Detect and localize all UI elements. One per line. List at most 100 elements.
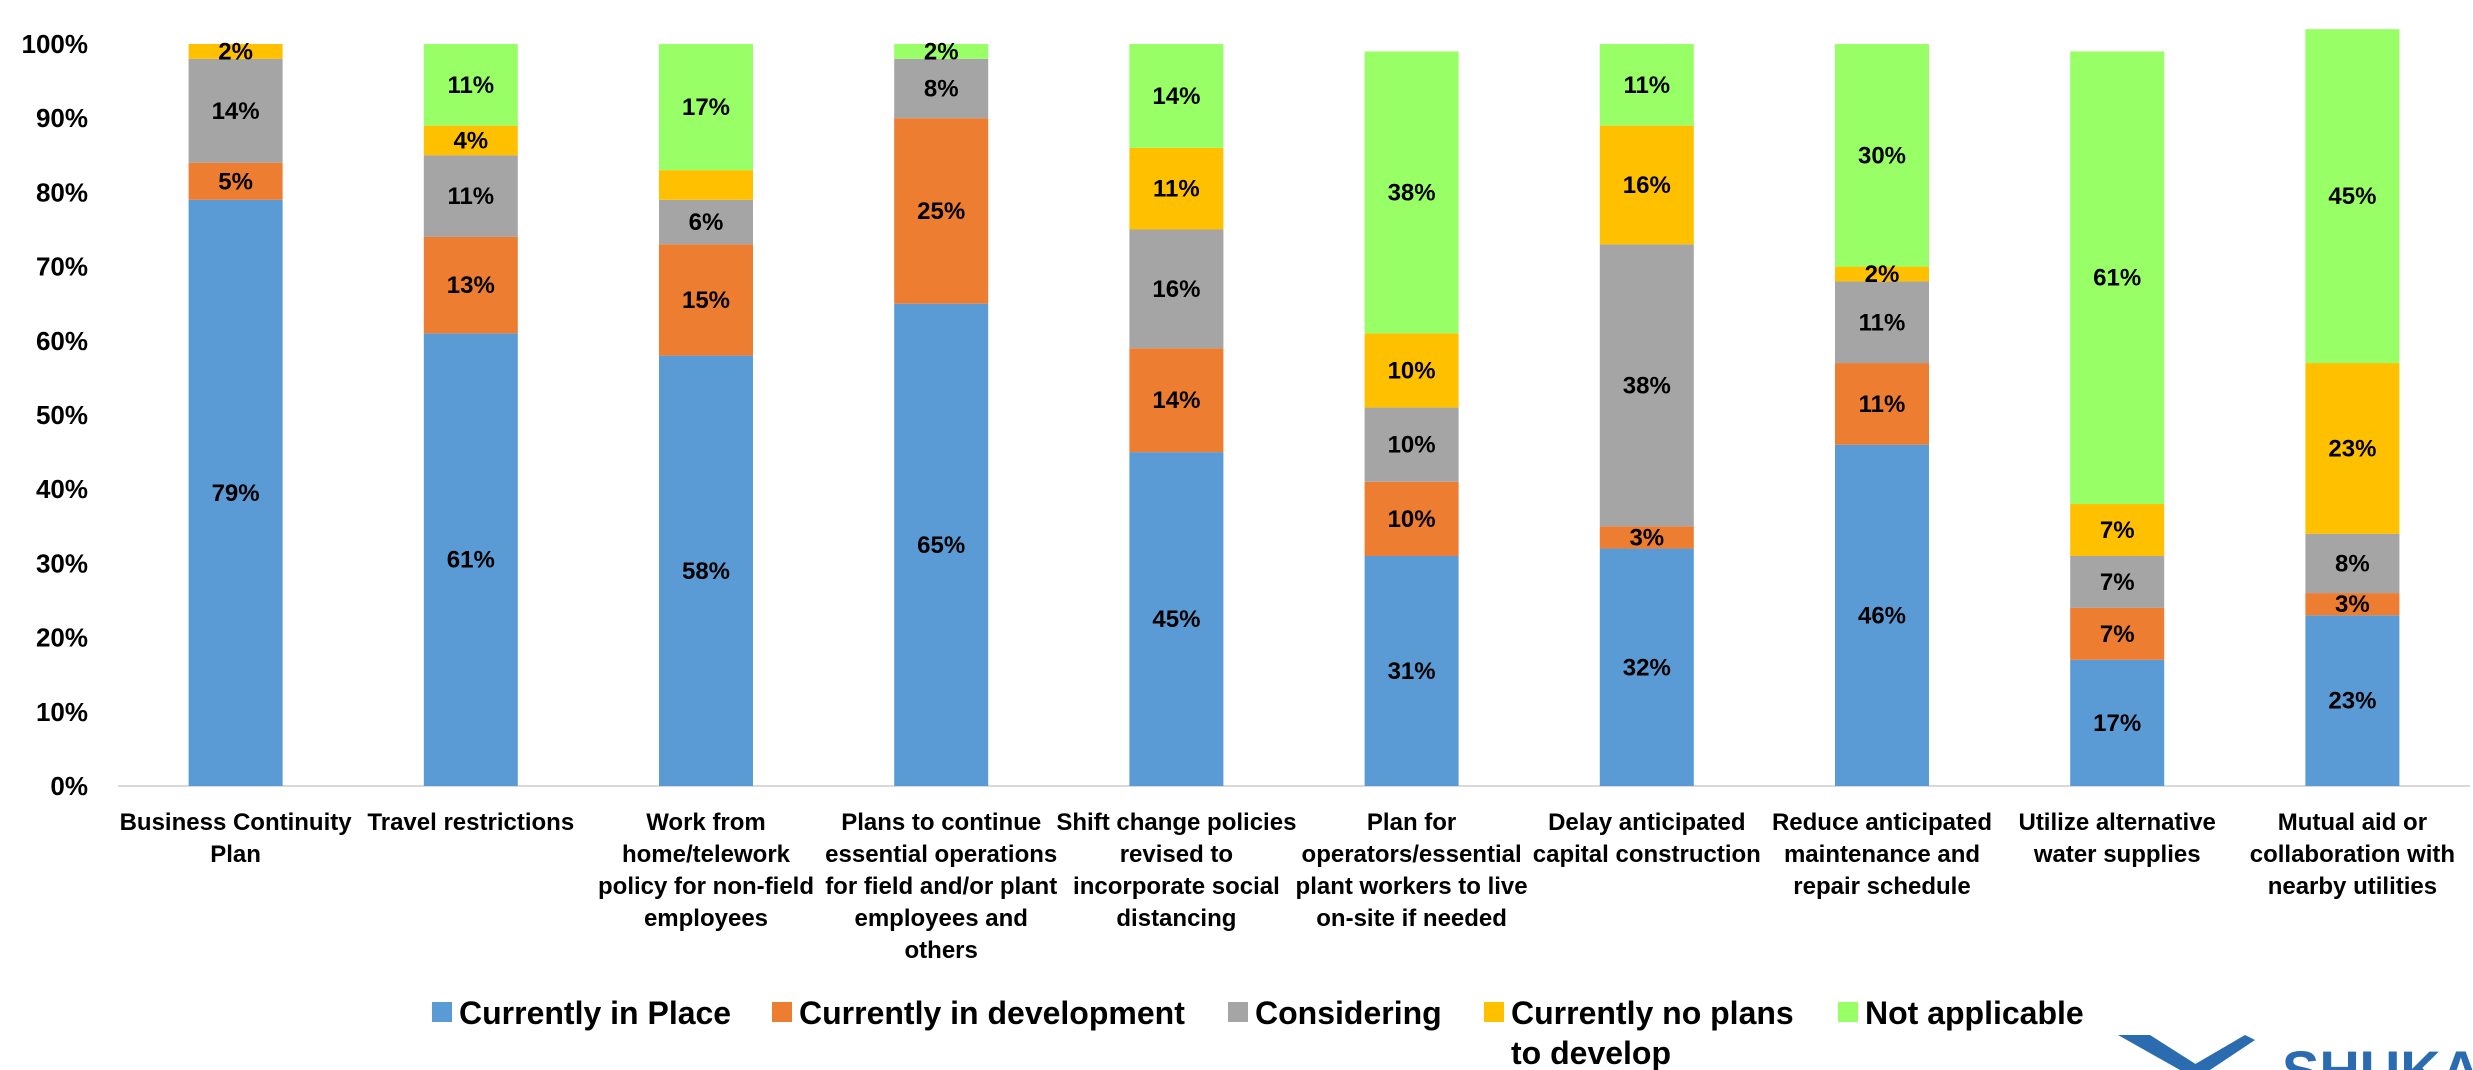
bar-segment bbox=[1599, 244, 1694, 527]
data-label: 10% bbox=[1388, 506, 1436, 533]
data-label: 11% bbox=[1859, 391, 1906, 418]
bar-segment bbox=[2305, 533, 2400, 594]
data-label: 14% bbox=[1152, 387, 1200, 414]
bar-segment bbox=[2070, 607, 2165, 660]
bar-segment bbox=[1599, 125, 1694, 245]
data-label: 14% bbox=[212, 98, 260, 125]
legend-swatch bbox=[1838, 1002, 1858, 1022]
data-label: 2% bbox=[1865, 261, 1900, 288]
data-label: 38% bbox=[1388, 179, 1436, 206]
data-label: 46% bbox=[1858, 602, 1906, 629]
y-tick-label: 50% bbox=[36, 400, 88, 430]
legend-swatch bbox=[772, 1002, 792, 1022]
data-label: 7% bbox=[2100, 569, 2135, 596]
category-labels: Business Continuity Plan Travel restrictio… bbox=[120, 809, 2455, 964]
bar-segment bbox=[1129, 452, 1224, 786]
data-label: 11% bbox=[447, 183, 494, 210]
data-label: 58% bbox=[682, 558, 730, 585]
data-label: 31% bbox=[1388, 658, 1436, 685]
data-label: 23% bbox=[2328, 435, 2376, 462]
category-label: Plans to continue essential operations for… bbox=[825, 809, 1057, 964]
data-label: 23% bbox=[2328, 688, 2376, 715]
data-label: 14% bbox=[1152, 83, 1200, 110]
y-tick-label: 100% bbox=[22, 29, 89, 59]
data-label: 11% bbox=[447, 72, 494, 99]
bar-segment bbox=[1835, 266, 1929, 282]
bar-segment bbox=[1364, 555, 1459, 786]
axis: 0% 10% 20% 30% 40% 50% 60% 70% 80% 90% 100% bbox=[22, 29, 2470, 801]
data-label: 5% bbox=[218, 168, 253, 195]
bar-segment bbox=[423, 155, 518, 237]
bar-segment bbox=[2305, 615, 2400, 786]
bar-segment bbox=[1364, 51, 1459, 334]
bar-segment bbox=[423, 125, 518, 156]
category-label: Business Continuity Plan bbox=[120, 809, 353, 868]
bar-segment bbox=[2070, 659, 2165, 786]
data-label: 32% bbox=[1623, 654, 1671, 681]
data-label: 8% bbox=[2335, 550, 2370, 577]
bar-segment bbox=[659, 199, 753, 245]
data-label: 11% bbox=[1859, 309, 1906, 336]
bar-segment bbox=[188, 58, 283, 163]
y-tick-label: 80% bbox=[36, 177, 88, 207]
data-label: 15% bbox=[682, 287, 730, 314]
bar-segment bbox=[188, 44, 283, 59]
data-label: 10% bbox=[1388, 357, 1436, 384]
data-label: 16% bbox=[1623, 172, 1671, 199]
data-label: 10% bbox=[1388, 432, 1436, 459]
bar-segment bbox=[894, 44, 989, 59]
data-label: 25% bbox=[917, 198, 965, 225]
data-label: 16% bbox=[1152, 276, 1200, 303]
bar-segment bbox=[423, 333, 518, 786]
bar-segment bbox=[423, 236, 518, 334]
data-label: 8% bbox=[924, 76, 959, 103]
data-label: 65% bbox=[917, 532, 965, 559]
y-tick-label: 30% bbox=[36, 548, 88, 578]
bar-segment bbox=[1364, 407, 1459, 482]
bar-segment bbox=[894, 58, 989, 119]
bar-segment bbox=[1835, 363, 1929, 445]
bar-segment bbox=[659, 44, 753, 171]
category-label: Delay anticipated capital construction bbox=[1533, 809, 1761, 868]
y-tick-label: 10% bbox=[36, 697, 88, 727]
bar-segment bbox=[1835, 281, 1929, 364]
bar-segment bbox=[1364, 481, 1459, 556]
bar-segment bbox=[2305, 29, 2400, 364]
legend: Currently in Place Currently in developme… bbox=[432, 995, 2084, 1070]
data-label: 2% bbox=[218, 38, 253, 65]
data-label: 13% bbox=[447, 272, 495, 299]
category-label: Reduce anticipated maintenance and repair … bbox=[1772, 809, 1992, 900]
category-label: Travel restrictions bbox=[367, 809, 574, 836]
legend-label: Currently in development bbox=[799, 995, 1185, 1031]
bar-segment bbox=[1129, 44, 1224, 148]
bar-segment bbox=[894, 118, 989, 304]
data-label: 3% bbox=[2335, 591, 2370, 618]
y-tick-label: 0% bbox=[50, 771, 88, 801]
data-label: 61% bbox=[2093, 265, 2141, 292]
data-labels: 79% 5% 14% 2% 61% 13% 11% 4% 11% 58% 15% 6% 17% 65% 25… bbox=[212, 38, 2377, 737]
y-tick-label: 90% bbox=[36, 103, 88, 133]
data-label: 45% bbox=[2328, 183, 2376, 210]
bar-segment bbox=[2070, 504, 2165, 556]
category-label: Plan for operators/essential plant workers… bbox=[1296, 809, 1528, 932]
bar-segment bbox=[1129, 229, 1224, 349]
category-label: Work from home/telework policy for non-fie… bbox=[598, 809, 814, 932]
legend-label: Not applicable bbox=[1865, 995, 2084, 1031]
bar-segment bbox=[659, 170, 753, 200]
data-label: 45% bbox=[1152, 606, 1200, 633]
brand-logo: SHUKA bbox=[2118, 1035, 2473, 1070]
logo-arrow-left bbox=[2118, 1035, 2205, 1070]
bar-segment bbox=[1835, 44, 1929, 267]
category-label: Shift change policies revised to incorpora… bbox=[1056, 809, 1296, 932]
data-label: 7% bbox=[2100, 621, 2135, 648]
bar-segment bbox=[2305, 593, 2400, 616]
y-tick-label: 60% bbox=[36, 326, 88, 356]
bar-segment bbox=[659, 244, 753, 356]
bar-segment bbox=[188, 199, 283, 786]
legend-label: Currently in Place bbox=[459, 995, 731, 1031]
category-label: Utilize alternative water supplies bbox=[2018, 809, 2215, 868]
bar-segment bbox=[894, 303, 989, 786]
data-label: 7% bbox=[2100, 517, 2135, 544]
y-tick-label: 40% bbox=[36, 474, 88, 504]
